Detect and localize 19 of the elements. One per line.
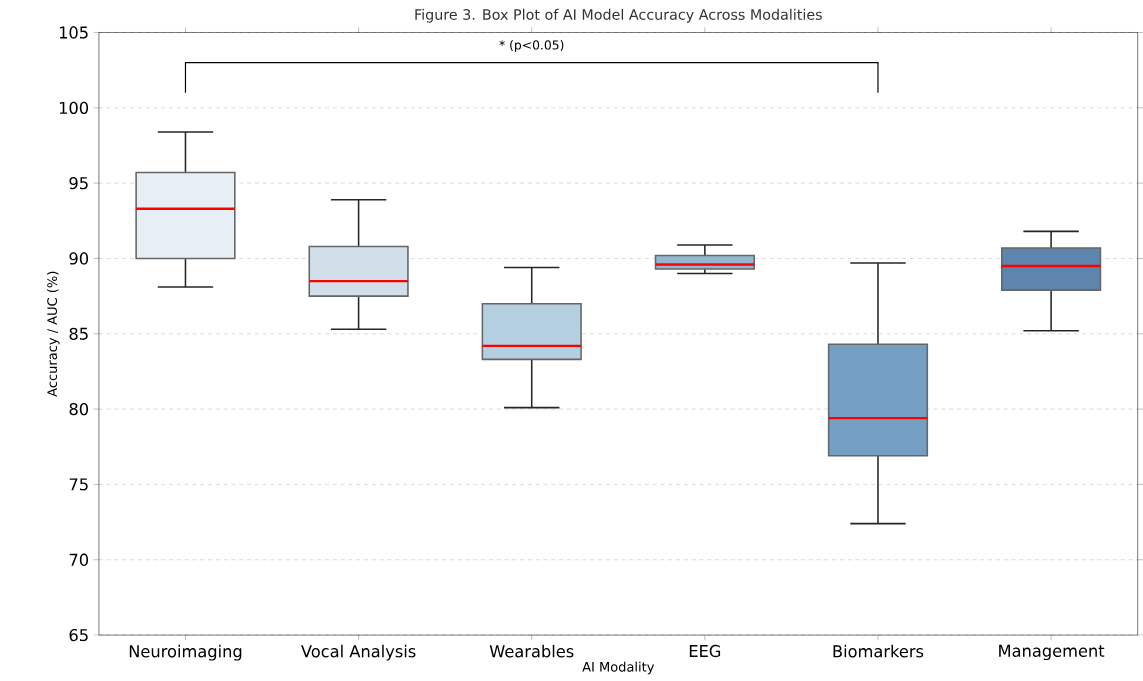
y-tick-label: 65 [69,629,88,642]
x-tick-label: Management [999,645,1105,661]
annotation: * (p<0.05) [499,40,564,53]
y-tick-label: 80 [69,403,89,416]
x-tick-label: EEG [689,645,721,658]
x-tick-label: Wearables [489,645,574,658]
y-axis-title: Accuracy / AUC (%) [47,272,60,397]
y-tick-label: 70 [69,553,89,567]
y-tick-label: 95 [69,177,88,190]
y-tick-label: 85 [69,327,88,341]
y-tick-label: 100 [59,101,89,115]
y-tick-label: 75 [69,478,88,491]
y-tick-label: 90 [69,252,89,265]
x-tick-label: Biomarkers [833,645,924,658]
x-tick-label: Neuroimaging [129,645,242,661]
y-tick-label: 105 [59,26,88,39]
chart-title: Figure 3. Box Plot of AI Model Accuracy Across Modalities [415,9,822,23]
x-tick-label: Vocal Analysis [301,645,416,661]
x-axis-title: AI Modality [582,661,655,675]
